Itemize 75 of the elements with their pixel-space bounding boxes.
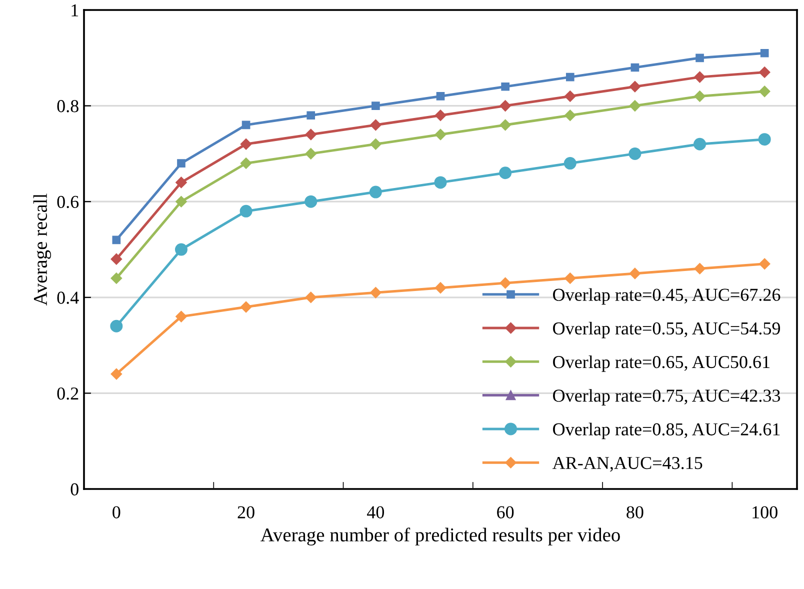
point [628,147,642,160]
point [370,119,382,131]
x-tick-label: 60 [497,506,514,518]
point [758,66,770,78]
point [304,195,318,208]
point [434,128,446,140]
x-tick-label: 0 [112,506,120,518]
x-axis-title: Average number of predicted results per video [260,528,620,546]
legend-label: Overlap rate=0.75, AUC=42.33 [553,389,780,406]
point [694,138,706,150]
x-tick-label: 20 [238,506,254,518]
point [176,310,187,322]
point [110,272,122,284]
point [564,90,576,102]
legend-label: Overlap rate=0.85, AUC=24.61 [553,422,780,440]
point [758,258,770,270]
point [434,110,446,121]
point [176,196,187,208]
y-axis-title: Average recall [33,194,52,306]
point [434,176,447,189]
point [306,111,316,120]
point [370,138,382,150]
point [305,148,316,160]
point [500,277,511,289]
point [305,128,316,140]
point [694,263,706,274]
point [499,166,512,180]
y-tick-label: 0.2 [57,387,78,400]
point [177,159,186,168]
point [110,368,122,380]
point [372,102,380,110]
point [240,204,252,218]
point [758,86,770,98]
point [240,158,252,169]
point [564,272,576,284]
point [500,119,511,131]
point [696,54,704,62]
point [174,243,188,256]
point [694,90,706,102]
x-tick-label: 80 [626,506,644,518]
point [566,72,574,82]
legend-label: Overlap rate=0.45, AUC=67.26 [553,288,780,305]
point [758,133,771,146]
point [240,138,252,150]
point [629,81,641,92]
point [630,63,640,72]
x-tick-label: 100 [752,506,778,518]
point [760,48,769,58]
point [176,176,187,188]
y-tick-label: 0 [70,483,78,496]
point [240,301,252,313]
legend-label: AR-AN,AUC=43.15 [552,456,702,472]
point [110,253,122,265]
x-tick-label: 40 [367,506,384,518]
point [564,110,576,121]
point [629,100,641,112]
point [501,82,510,91]
y-tick-label: 0.4 [57,292,79,304]
y-tick-label: 1 [72,4,78,16]
point [369,186,382,198]
point [305,292,316,304]
point [112,236,121,244]
y-tick-label: 0.6 [57,196,79,208]
y-tick-label: 0.8 [57,100,78,112]
legend-label: Overlap rate=0.55, AUC=54.59 [553,322,780,338]
point [110,320,123,332]
point [564,157,576,170]
point [629,268,641,280]
point [370,287,382,298]
point [694,71,706,83]
point [242,120,250,130]
legend-label: Overlap rate=0.65, AUC50.61 [553,355,770,372]
point [500,100,511,112]
point [436,92,445,100]
point [434,282,446,294]
